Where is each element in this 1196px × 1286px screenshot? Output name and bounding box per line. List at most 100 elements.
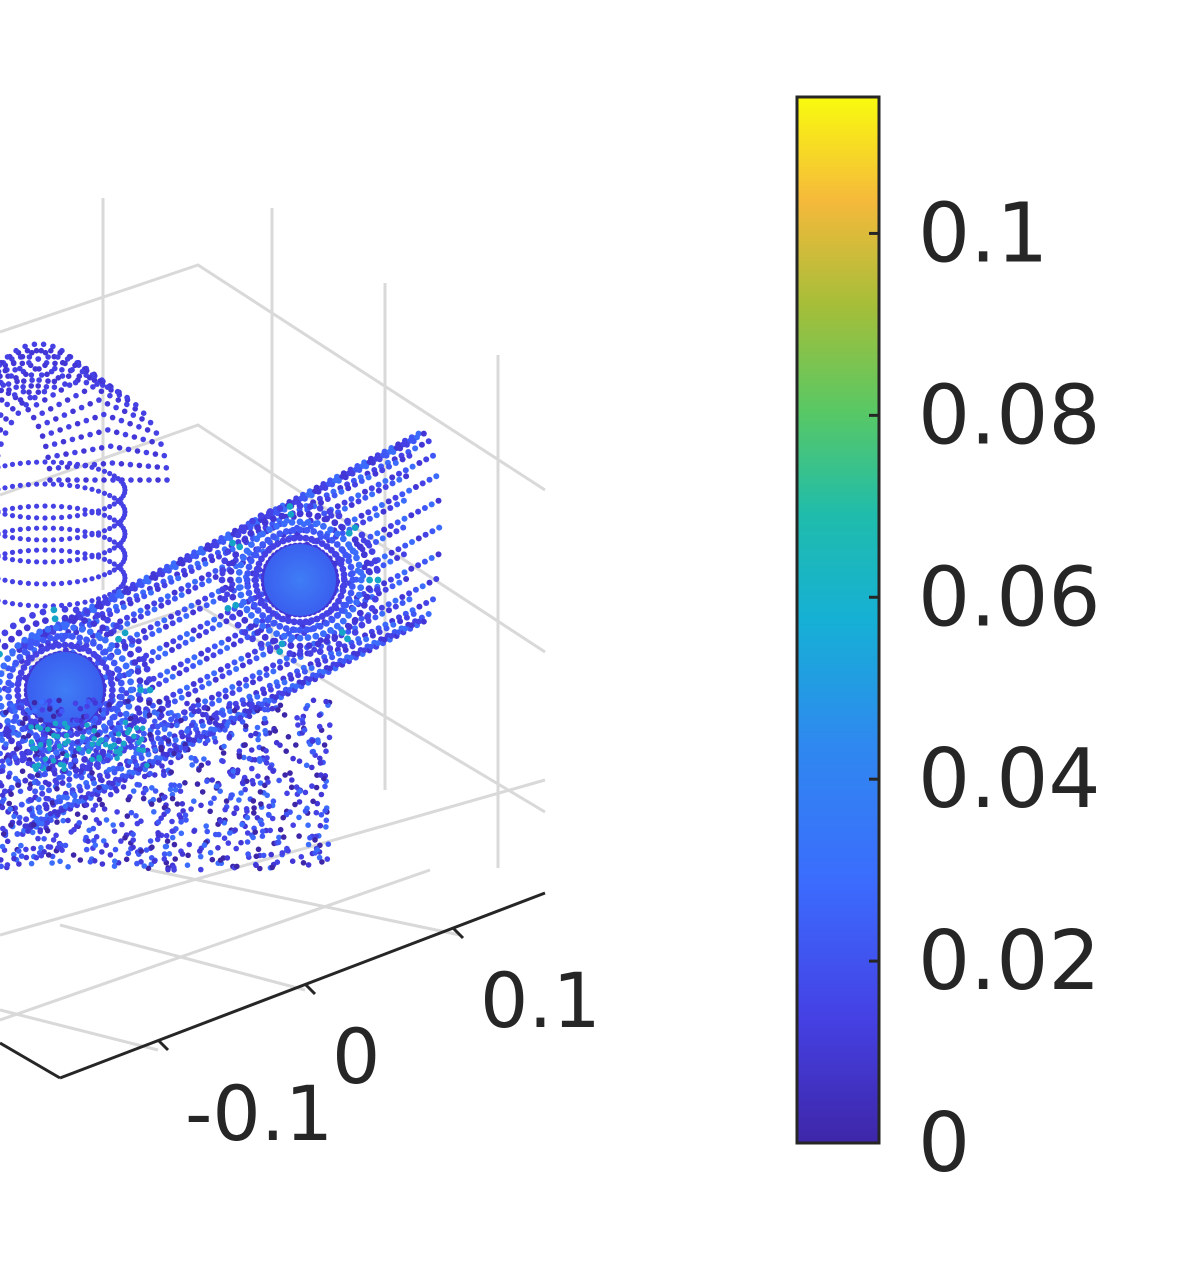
data-point (84, 703, 90, 710)
data-point (27, 773, 33, 779)
data-point (111, 517, 117, 523)
data-point (25, 548, 31, 554)
data-point (191, 828, 197, 834)
data-point (75, 798, 82, 805)
data-point (67, 514, 73, 520)
data-point (341, 505, 348, 512)
data-point (382, 478, 389, 484)
data-point (250, 601, 258, 609)
data-point (363, 593, 371, 601)
data-point (351, 524, 359, 531)
x-tick-labels: -0.1 0 0.1 (185, 956, 601, 1158)
data-point (219, 673, 226, 680)
data-point (409, 539, 415, 545)
data-point (353, 598, 360, 606)
data-point (355, 591, 363, 599)
data-point (67, 526, 73, 533)
data-point (233, 805, 239, 811)
data-point (188, 755, 195, 761)
data-point (204, 673, 211, 680)
data-point (0, 465, 1, 469)
data-point (322, 657, 329, 664)
data-point (0, 412, 4, 418)
data-point (185, 691, 192, 698)
data-point (89, 598, 95, 604)
data-point (188, 806, 194, 812)
data-point (162, 794, 168, 800)
data-point (179, 560, 186, 567)
data-point (302, 534, 310, 542)
data-point (238, 790, 244, 796)
data-point (82, 511, 88, 517)
data-point (5, 679, 13, 687)
data-point (230, 641, 237, 648)
data-point (257, 789, 264, 795)
data-point (96, 643, 103, 651)
data-point (368, 485, 375, 492)
data-point (203, 823, 209, 829)
data-point (25, 828, 31, 834)
data-point (59, 536, 65, 543)
data-point (433, 473, 440, 480)
data-point (20, 388, 27, 395)
data-point (107, 558, 113, 565)
data-point (190, 609, 197, 616)
data-point (42, 559, 48, 565)
data-point (323, 698, 329, 705)
data-point (259, 821, 265, 827)
data-point (97, 702, 104, 708)
data-point (249, 765, 255, 772)
data-point (190, 627, 197, 634)
data-point (360, 551, 368, 559)
data-point (78, 774, 85, 781)
data-point (5, 733, 12, 739)
data-point (394, 519, 401, 526)
data-point (99, 659, 106, 666)
data-point (65, 477, 71, 483)
data-point (111, 736, 117, 743)
data-point (25, 760, 32, 767)
data-point (34, 515, 40, 521)
data-point (28, 372, 35, 378)
data-point (224, 548, 232, 555)
data-point (163, 832, 170, 839)
data-point (142, 634, 149, 641)
data-point (144, 610, 151, 616)
data-point (114, 765, 121, 772)
data-point (310, 528, 318, 535)
data-point (71, 826, 77, 833)
data-point (316, 648, 324, 655)
data-point (349, 605, 357, 613)
data-point (49, 860, 55, 866)
data-point (281, 679, 288, 686)
data-point (185, 852, 191, 859)
data-point (171, 841, 178, 848)
data-point (190, 663, 197, 669)
data-point (257, 640, 265, 648)
colorbar: 00.020.040.060.080.1 (795, 95, 1101, 1191)
data-point (46, 698, 53, 704)
data-point (113, 642, 120, 649)
data-point (115, 635, 122, 643)
data-point (296, 814, 302, 821)
data-point (91, 718, 97, 724)
data-point (66, 424, 72, 430)
data-point (248, 541, 255, 548)
data-point (0, 782, 5, 789)
data-point (317, 760, 324, 766)
colorbar-tick-label: 0.08 (918, 368, 1101, 463)
data-point (112, 727, 118, 733)
data-point (303, 526, 311, 534)
data-point (17, 788, 24, 795)
data-point (212, 831, 219, 838)
data-point (266, 645, 274, 652)
data-point (63, 451, 69, 457)
data-point (103, 817, 110, 823)
data-point (0, 763, 6, 770)
data-point (29, 612, 36, 619)
data-point (340, 582, 348, 589)
data-point (345, 485, 352, 492)
data-point (67, 536, 73, 542)
data-point (177, 688, 184, 695)
data-point (323, 620, 330, 627)
